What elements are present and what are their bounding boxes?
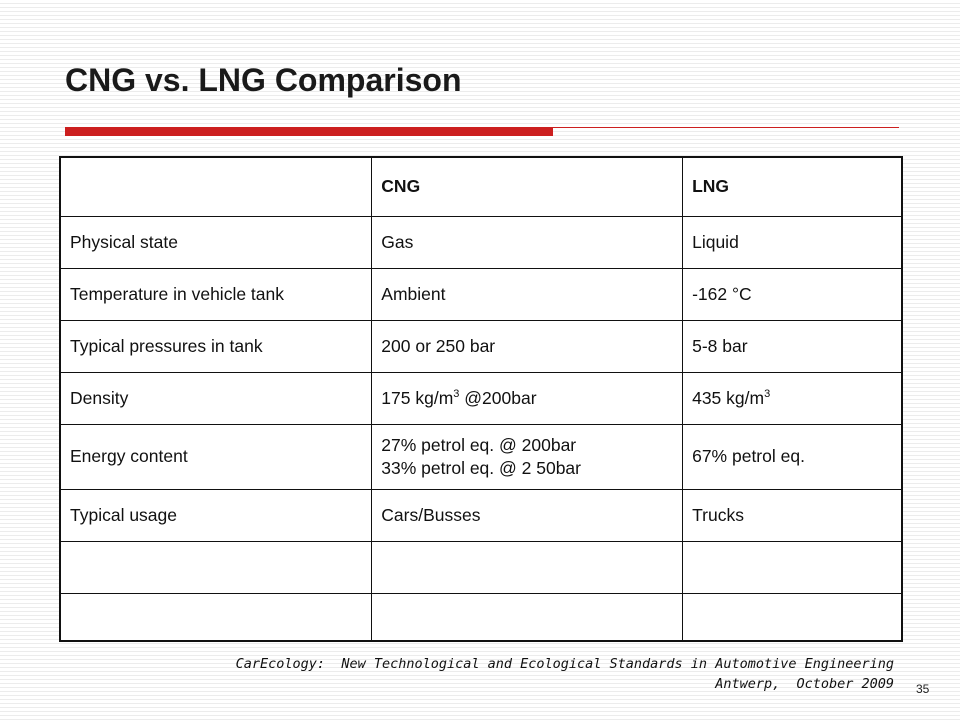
table-row-empty [61, 540, 901, 594]
footer-line-2: Antwerp, October 2009 [715, 676, 894, 692]
cng-cell: Ambient [371, 267, 684, 321]
lng-cell: -162 °C [682, 267, 901, 321]
page-number: 35 [916, 682, 930, 696]
header-cell-empty [61, 158, 373, 217]
cng-density-exponent: 3 [453, 387, 460, 400]
row-label: Energy content [61, 423, 373, 490]
cng-cell: Gas [371, 215, 684, 269]
table-row: Temperature in vehicle tank Ambient -162… [61, 267, 901, 321]
table-row: Energy content 27% petrol eq. @ 200bar 33… [61, 423, 901, 490]
lng-cell: Trucks [682, 488, 901, 542]
footer-line-1: CarEcology: New Technological and Ecolog… [235, 656, 894, 672]
table-row: Physical state Gas Liquid [61, 215, 901, 269]
row-label: Typical pressures in tank [61, 319, 373, 373]
header-cell-cng: CNG [371, 158, 684, 217]
row-label: Typical usage [61, 488, 373, 542]
slide-title: CNG vs. LNG Comparison [65, 62, 462, 98]
empty-cell [61, 540, 373, 594]
empty-cell [61, 592, 373, 640]
row-label: Density [61, 371, 373, 425]
title-underline [553, 127, 899, 128]
comparison-table: CNG LNG Physical state Gas Liquid Temper… [59, 156, 903, 642]
cng-cell: 200 or 250 bar [371, 319, 684, 373]
table-row: Density 175 kg/m3 @200bar 435 kg/m3 [61, 371, 901, 425]
lng-cell: 5-8 bar [682, 319, 901, 373]
lng-cell: 435 kg/m3 [682, 371, 901, 425]
cng-density-value: 175 kg/m [381, 387, 454, 408]
table-row: Typical pressures in tank 200 or 250 bar… [61, 319, 901, 373]
cng-energy-line-2: 33% petrol eq. @ 2 50bar [381, 457, 581, 478]
lng-density-exponent: 3 [764, 387, 771, 400]
lng-cell: 67% petrol eq. [682, 423, 901, 490]
empty-cell [682, 540, 901, 594]
row-label: Physical state [61, 215, 373, 269]
table-row-empty [61, 592, 901, 640]
table-row: Typical usage Cars/Busses Trucks [61, 488, 901, 542]
row-label: Temperature in vehicle tank [61, 267, 373, 321]
footer-citation: CarEcology: New Technological and Ecolog… [236, 654, 894, 694]
lng-density-value: 435 kg/m [692, 387, 765, 408]
empty-cell [682, 592, 901, 640]
cng-cell: 27% petrol eq. @ 200bar 33% petrol eq. @ … [371, 423, 684, 490]
table-header-row: CNG LNG [61, 158, 901, 217]
title-accent-bar [65, 127, 553, 136]
cng-density-suffix: @200bar [459, 387, 537, 408]
header-cell-lng: LNG [682, 158, 901, 217]
empty-cell [371, 540, 684, 594]
empty-cell [371, 592, 684, 640]
cng-energy-line-1: 27% petrol eq. @ 200bar [381, 434, 577, 455]
cng-cell: 175 kg/m3 @200bar [371, 371, 684, 425]
cng-cell: Cars/Busses [371, 488, 684, 542]
lng-cell: Liquid [682, 215, 901, 269]
